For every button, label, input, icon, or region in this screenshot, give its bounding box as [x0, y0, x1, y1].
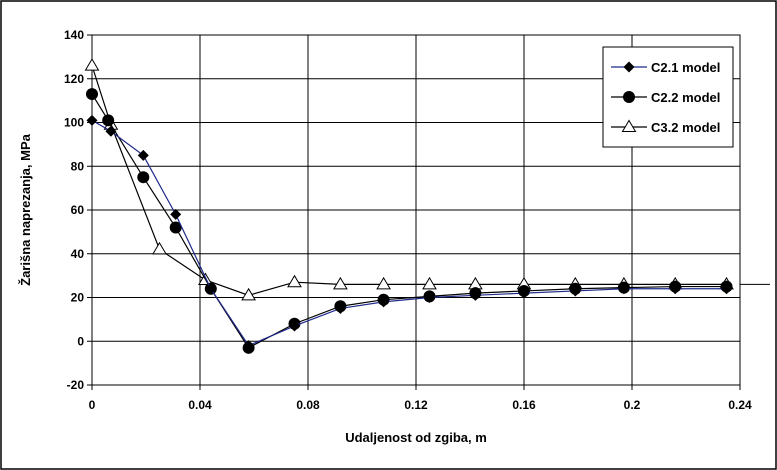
y-tick-label: 80 [71, 159, 85, 173]
y-tick-label: -20 [67, 378, 85, 392]
legend-label: C2.1 model [651, 60, 720, 75]
x-tick-label: 0.04 [188, 398, 212, 412]
circle-marker [623, 91, 635, 103]
series-c2-1-model [86, 114, 732, 352]
diamond-marker [137, 149, 149, 161]
diamond-marker [243, 340, 255, 352]
legend-item: C3.2 model [611, 119, 720, 135]
x-tick-label: 0.08 [296, 398, 320, 412]
diamond-marker [569, 285, 581, 297]
circle-marker [169, 221, 182, 234]
series-line [91, 93, 727, 349]
circle-marker [102, 114, 115, 127]
series-c2-2-model [86, 88, 733, 354]
diamond-marker [721, 283, 732, 295]
triangle-marker [621, 119, 637, 133]
diamond-marker [170, 208, 182, 220]
diamond-marker [334, 302, 346, 314]
triangle-marker [152, 241, 167, 255]
y-tick-label: 20 [71, 291, 85, 305]
triangle-marker [376, 276, 391, 290]
x-tick-label: 0.16 [512, 398, 536, 412]
x-tick-label: 0.2 [624, 398, 641, 412]
diamond-marker [86, 114, 98, 126]
legend-item: C2.1 model [611, 60, 720, 75]
x-tick-label: 0 [89, 398, 96, 412]
triangle-marker [287, 274, 302, 288]
circle-marker [86, 88, 98, 101]
circle-marker [137, 171, 150, 184]
diamond-marker [623, 61, 635, 73]
diamond-marker [518, 287, 530, 299]
triangle-marker [84, 58, 100, 71]
diamond-marker [289, 320, 300, 332]
triangle-marker [422, 276, 437, 290]
diamond-marker [469, 289, 481, 301]
diamond-marker [205, 283, 217, 295]
series-layer [84, 58, 734, 354]
y-tick-label: 0 [77, 334, 84, 348]
diamond-marker [378, 296, 390, 308]
legend-item: C2.2 model [611, 90, 720, 105]
legend-label: C3.2 model [651, 120, 720, 135]
x-tick-label: 0.12 [404, 398, 428, 412]
y-tick-label: 60 [71, 203, 85, 217]
triangle-marker [241, 287, 256, 301]
y-tick-label: 120 [64, 72, 84, 86]
triangle-marker [333, 276, 348, 290]
legend-label: C2.2 model [651, 90, 720, 105]
series-line [91, 119, 727, 347]
diamond-marker [669, 283, 681, 295]
ticks: -20 0 20 40 60 80 100 120 140 0 0.04 0.08 0.12 0.16 0.… [64, 28, 752, 412]
diamond-marker [424, 292, 435, 303]
x-tick-label: 0.24 [728, 398, 752, 412]
diamond-marker [105, 125, 117, 137]
y-axis-title: Žarišna naprezanja, MPa [18, 133, 33, 285]
y-tick-label: 100 [64, 116, 84, 130]
y-tick-label: 40 [71, 247, 85, 261]
diamond-marker [618, 283, 630, 295]
x-axis-title: Udaljenost od zgiba, m [345, 430, 487, 445]
y-tick-label: 140 [64, 28, 84, 42]
legend: C2.1 model C2.2 model C3.2 model [602, 46, 734, 148]
